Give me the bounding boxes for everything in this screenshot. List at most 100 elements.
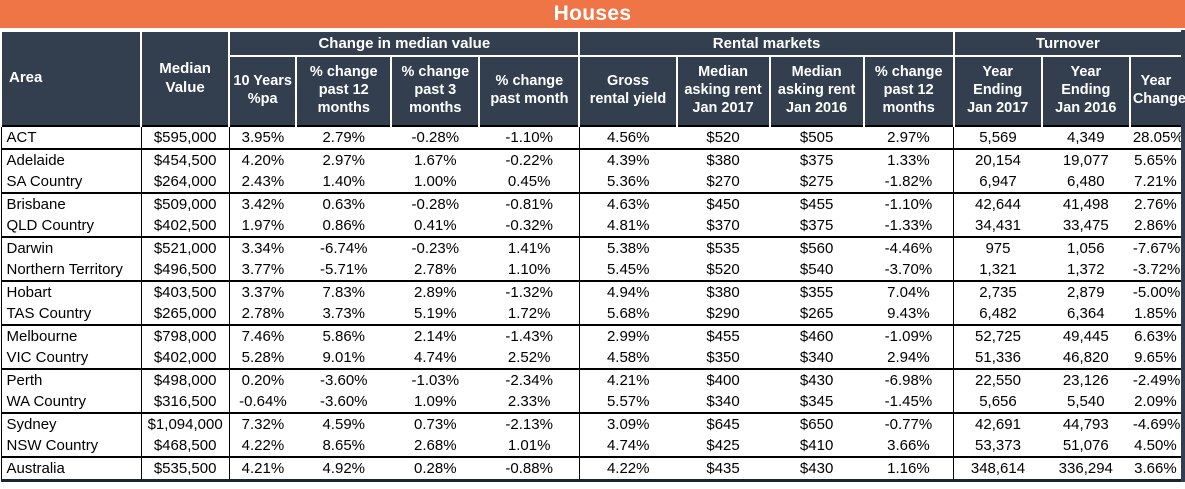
- value-cell: -5.71%: [319, 261, 368, 278]
- value-cell: 5.65%: [1129, 148, 1183, 171]
- value-cell: $370: [706, 217, 740, 234]
- value-cell: 4.94%: [579, 280, 677, 303]
- column-header-median-value: Median Value: [140, 30, 231, 126]
- value-cell: 348,614: [953, 456, 1042, 482]
- value-cell: $402,500: [141, 215, 230, 237]
- table-row: NSW Country $468,500 4.22% 8.65% 2.68% 1.01% 4…: [0, 435, 1183, 457]
- value-cell: 0.63%: [296, 192, 392, 215]
- value-cell: 5,569: [953, 125, 1042, 149]
- value-cell: 2.94%: [863, 347, 955, 369]
- area-cell: Darwin: [0, 236, 142, 259]
- column-header-gross-rental-yield: Gross rental yield: [578, 55, 678, 126]
- value-cell: 0.86%: [322, 217, 366, 234]
- area-cell: Brisbane: [0, 192, 142, 215]
- value-cell: 22,550: [953, 368, 1042, 391]
- value-cell: 19,077: [1041, 148, 1130, 171]
- value-cell: 53,373: [975, 437, 1021, 454]
- value-cell: 9.43%: [863, 303, 955, 325]
- value-cell: $540: [799, 261, 834, 278]
- value-cell: 0.73%: [391, 412, 480, 435]
- value-cell: 2.52%: [479, 347, 580, 369]
- value-cell: 20,154: [953, 148, 1042, 171]
- page-title: Houses: [553, 2, 632, 25]
- value-cell: 5.68%: [606, 305, 650, 322]
- area-cell: NSW Country: [0, 435, 142, 457]
- value-cell: 4.22%: [579, 456, 677, 482]
- value-cell: -1.03%: [391, 368, 480, 391]
- area-cell: Perth: [0, 368, 142, 391]
- table-row: ACT $595,000 3.95% 2.79% -0.28% -1.10% 4.56% $5…: [0, 125, 1183, 149]
- value-cell: 2,879: [1041, 280, 1130, 303]
- table-body: ACT $595,000 3.95% 2.79% -0.28% -1.10% 4.56% $5…: [0, 125, 1183, 482]
- value-cell: -0.28%: [391, 125, 480, 149]
- value-cell: -1.45%: [863, 391, 955, 413]
- value-cell: $535: [676, 236, 770, 259]
- column-header-median-asking-rent-jan-2017: Median asking rent Jan 2017: [675, 55, 771, 126]
- value-cell: -6.74%: [296, 236, 392, 259]
- area-cell: TAS Country: [0, 303, 142, 325]
- value-cell: 4.21%: [229, 456, 297, 482]
- value-cell: 2.43%: [241, 173, 285, 190]
- value-cell: 1.67%: [391, 148, 480, 171]
- table-row: Adelaide $454,500 4.20% 2.97% 1.67% -0.22% 4.3…: [0, 148, 1183, 171]
- value-cell: 2,735: [953, 280, 1042, 303]
- value-cell: -3.72%: [1132, 261, 1181, 278]
- value-cell: $498,000: [141, 368, 230, 391]
- value-cell: 3.42%: [229, 192, 297, 215]
- value-cell: -3.70%: [863, 259, 955, 281]
- value-cell: 1.97%: [241, 217, 285, 234]
- value-cell: 4.63%: [579, 192, 677, 215]
- value-cell: -0.22%: [479, 148, 580, 171]
- value-cell: 51,076: [1062, 437, 1109, 454]
- value-cell: 23,126: [1041, 368, 1130, 391]
- value-cell: $595,000: [141, 125, 230, 149]
- value-cell: -1.33%: [863, 215, 955, 237]
- value-cell: $430: [769, 368, 864, 391]
- value-cell: 975: [953, 236, 1042, 259]
- value-cell: -0.88%: [479, 456, 580, 482]
- column-header-change-past-3-months: % change past 3 months: [390, 55, 481, 126]
- value-cell: 1.10%: [479, 259, 580, 281]
- table-row: SA Country $264,000 2.43% 1.40% 1.00% 0.45% 5.…: [0, 171, 1183, 193]
- value-cell: 7.21%: [1134, 173, 1177, 190]
- value-cell: $270: [706, 173, 740, 190]
- value-cell: -1.10%: [863, 192, 955, 215]
- value-cell: 1.09%: [414, 393, 457, 410]
- value-cell: 4.50%: [1134, 437, 1177, 454]
- value-cell: 3.37%: [229, 280, 297, 303]
- value-cell: 1.41%: [479, 236, 580, 259]
- value-cell: 4.21%: [579, 368, 677, 391]
- value-cell: $265: [799, 305, 834, 322]
- column-header-year-ending-jan-2017: Year Ending Jan 2017: [952, 55, 1043, 126]
- area-cell: ACT: [0, 125, 142, 149]
- value-cell: $264,000: [141, 171, 230, 193]
- value-cell: $380: [676, 148, 770, 171]
- value-cell: 5.38%: [579, 236, 677, 259]
- value-cell: $350: [706, 349, 740, 366]
- value-cell: 2.14%: [391, 324, 480, 347]
- value-cell: 5,540: [1067, 393, 1105, 410]
- value-cell: 6,364: [1067, 305, 1105, 322]
- value-cell: 2.68%: [414, 437, 457, 454]
- value-cell: $375: [769, 148, 864, 171]
- sub-header-row: 10 Years %pa % change past 12 months % c…: [1, 55, 1185, 126]
- value-cell: $430: [769, 456, 864, 482]
- value-cell: $316,500: [141, 391, 230, 413]
- group-header-row: Area Median Value Change in median value…: [0, 30, 1185, 126]
- table-row: VIC Country $402,000 5.28% 9.01% 4.74% 2.52% 4…: [0, 347, 1183, 369]
- table-row: Australia $535,500 4.21% 4.92% 0.28% -0.88% 4.…: [0, 456, 1183, 482]
- table-row: QLD Country $402,500 1.97% 0.86% 0.41% -0.32%…: [0, 215, 1183, 237]
- value-cell: -1.10%: [479, 125, 580, 149]
- column-header-change-past-12-months: % change past 12 months: [295, 55, 393, 126]
- value-cell: 5.45%: [606, 261, 650, 278]
- column-header-10-years-pa: 10 Years %pa: [228, 55, 298, 126]
- value-cell: 49,445: [1041, 324, 1130, 347]
- value-cell: -0.64%: [239, 393, 287, 410]
- value-cell: 9.01%: [322, 349, 366, 366]
- area-cell: Melbourne: [0, 324, 142, 347]
- value-cell: -0.23%: [391, 236, 480, 259]
- table-row: Brisbane $509,000 3.42% 0.63% -0.28% -0.81% 4.…: [0, 192, 1183, 215]
- area-cell: QLD Country: [0, 215, 142, 237]
- houses-table: Area Median Value Change in median value…: [0, 30, 1185, 482]
